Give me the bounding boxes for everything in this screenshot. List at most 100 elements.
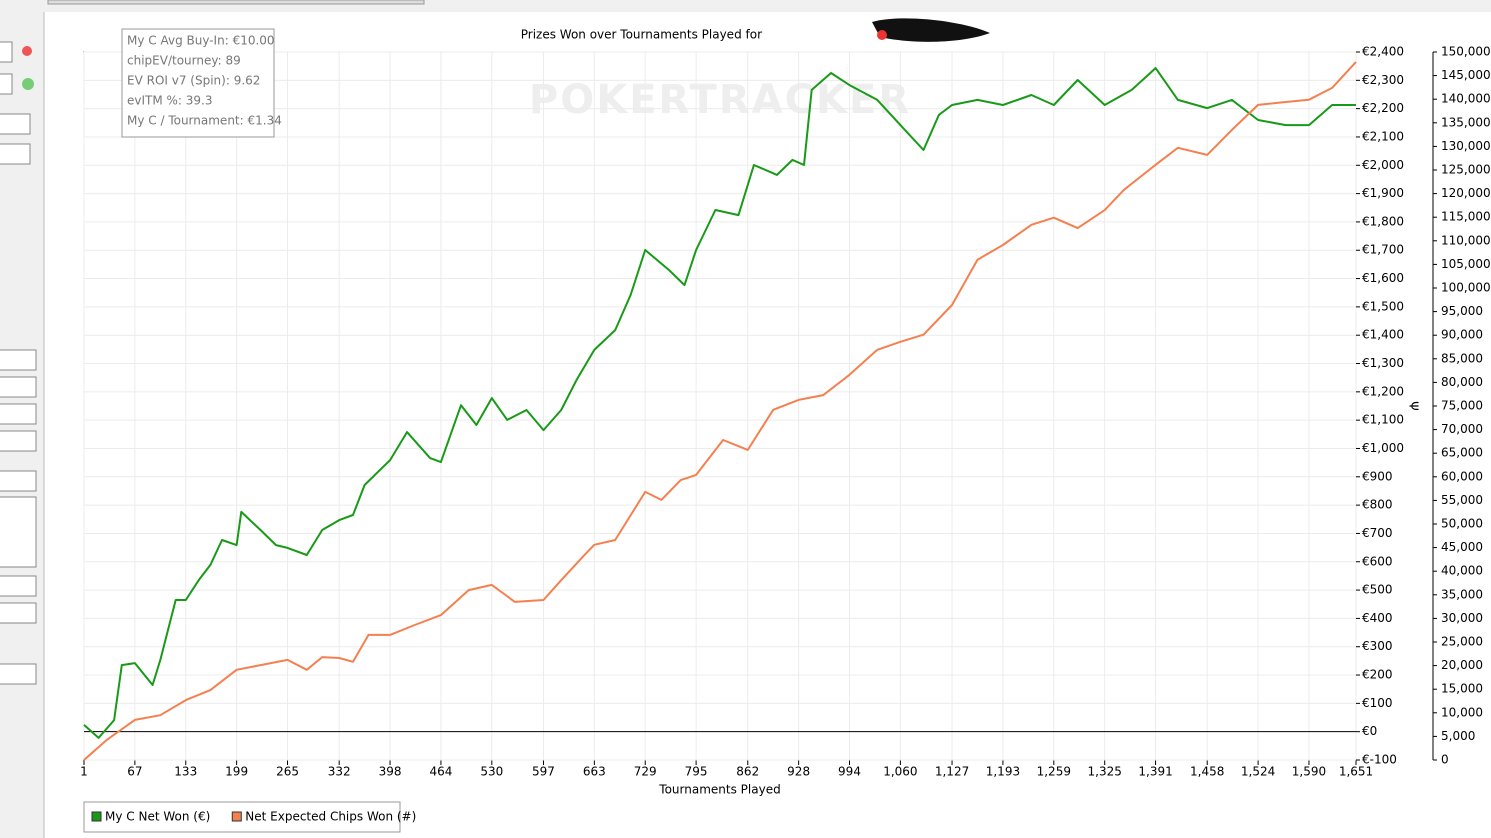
y2-tick-label: 85,000 xyxy=(1441,351,1483,365)
chart-title: Prizes Won over Tournaments Played for xyxy=(521,28,762,42)
x-tick-label: 265 xyxy=(276,765,299,779)
y2-tick-label: 65,000 xyxy=(1441,446,1483,460)
x-tick-label: 928 xyxy=(787,765,810,779)
y-tick-label: €1,300 xyxy=(1362,356,1404,370)
tooltip-lines: My C Avg Buy-In: €10.00 chipEV/tourney: 8… xyxy=(127,34,282,128)
dropdown[interactable] xyxy=(0,602,37,624)
y2-tick-label: 60,000 xyxy=(1441,469,1483,483)
x-tick-label: 1,590 xyxy=(1292,765,1326,779)
y2-tick-label: 70,000 xyxy=(1441,422,1483,436)
x-tick-label: 332 xyxy=(328,765,351,779)
y-tick-label: €600 xyxy=(1362,554,1393,568)
y2-tick-label: 40,000 xyxy=(1441,564,1483,578)
y-tick-label: €1,200 xyxy=(1362,384,1404,398)
dropdown[interactable] xyxy=(0,113,31,135)
y2-tick-label: 105,000 xyxy=(1441,257,1491,271)
y-tick-label: €400 xyxy=(1362,611,1393,625)
y2-tick-label: 135,000 xyxy=(1441,115,1491,129)
y-tick-label: €2,100 xyxy=(1362,129,1404,143)
y2-tick-label: 100,000 xyxy=(1441,281,1491,295)
y2-tick-label: 45,000 xyxy=(1441,540,1483,554)
legend-label: My C Net Won (€) xyxy=(105,810,210,824)
y2-tick-label: 130,000 xyxy=(1441,139,1491,153)
plot: 1 67 133 199 265 332 398 464 530 597 663 729 795 862 9… xyxy=(80,45,1490,779)
y2-tick-label: 110,000 xyxy=(1441,233,1491,247)
series-line xyxy=(83,61,1357,761)
x-tick-label: 729 xyxy=(634,765,657,779)
dropdown[interactable] xyxy=(0,349,37,371)
x-tick-label: 663 xyxy=(583,765,606,779)
y-tick-label: €2,000 xyxy=(1362,158,1404,172)
legend-label: Net Expected Chips Won (#) xyxy=(245,810,416,824)
legend-swatch xyxy=(91,811,102,822)
y2-tick-label: 95,000 xyxy=(1441,304,1483,318)
y2-tick-label: 55,000 xyxy=(1441,493,1483,507)
tooltip-line: My C / Tournament: €1.34 xyxy=(127,114,282,128)
y-tick-label: €900 xyxy=(1362,469,1393,483)
y-tick-label: €700 xyxy=(1362,526,1393,540)
x-tick-label: 1,060 xyxy=(883,765,917,779)
y-tick-label: €2,300 xyxy=(1362,73,1404,87)
y-tick-label: €0 xyxy=(1362,724,1377,738)
x-tick-label: 994 xyxy=(838,765,861,779)
y2-tick-label: 80,000 xyxy=(1441,375,1483,389)
y-tick-label: €1,000 xyxy=(1362,441,1404,455)
x-tick-label: 1,259 xyxy=(1037,765,1071,779)
dropdown[interactable] xyxy=(0,470,37,492)
watermark: POKERTRACKER xyxy=(529,77,911,123)
y2-tick-label: 75,000 xyxy=(1441,399,1483,413)
x-tick-label: 67 xyxy=(127,765,142,779)
redaction xyxy=(872,18,990,42)
plot-area xyxy=(83,51,1357,761)
tooltip-line: chipEV/tourney: 89 xyxy=(127,54,241,68)
tab[interactable] xyxy=(47,0,425,5)
dropdown[interactable] xyxy=(0,41,13,63)
y-tick-label: €-100 xyxy=(1362,753,1397,767)
status-icon xyxy=(22,78,34,90)
y2-tick-label: 140,000 xyxy=(1441,92,1491,106)
tooltip-line: EV ROI v7 (Spin): 9.62 xyxy=(127,74,260,88)
y-tick-label: €2,400 xyxy=(1362,45,1404,59)
dropdown[interactable] xyxy=(0,376,37,398)
legend xyxy=(83,801,401,833)
site-icon xyxy=(877,30,887,40)
y2-tick-label: 145,000 xyxy=(1441,68,1491,82)
y-tick-label: €1,100 xyxy=(1362,413,1404,427)
tooltip-line: evITM %: 39.3 xyxy=(127,94,213,108)
y-tick-label: €300 xyxy=(1362,639,1393,653)
x-tick-label: 597 xyxy=(532,765,555,779)
y2-tick-label: 125,000 xyxy=(1441,163,1491,177)
y2-tick-label: 5,000 xyxy=(1441,729,1475,743)
y2-tick-label: 50,000 xyxy=(1441,517,1483,531)
y-tick-label: €500 xyxy=(1362,583,1393,597)
x-tick-label: 1,651 xyxy=(1339,765,1373,779)
y-tick-label: €1,600 xyxy=(1362,271,1404,285)
y2-tick-label: 15,000 xyxy=(1441,682,1483,696)
dropdown[interactable] xyxy=(0,403,37,425)
dropdown[interactable] xyxy=(0,663,37,685)
y2-tick-label: 150,000 xyxy=(1441,45,1491,59)
legend-swatch xyxy=(231,811,242,822)
y-tick-label: €200 xyxy=(1362,668,1393,682)
x-tick-label: 464 xyxy=(429,765,452,779)
dropdown[interactable] xyxy=(0,73,13,95)
y-tick-label: €100 xyxy=(1362,696,1393,710)
x-tick-label: 862 xyxy=(736,765,759,779)
y-tick-label: €1,800 xyxy=(1362,214,1404,228)
x-tick-label: 1,524 xyxy=(1241,765,1275,779)
dropdown[interactable] xyxy=(0,430,37,452)
x-tick-label: 1,325 xyxy=(1088,765,1122,779)
dropdown[interactable] xyxy=(0,143,31,165)
x-tick-label: 1,458 xyxy=(1190,765,1224,779)
y2-tick-label: 30,000 xyxy=(1441,611,1483,625)
x-tick-label: 199 xyxy=(225,765,248,779)
x-tick-label: 795 xyxy=(685,765,708,779)
y-tick-label: €1,900 xyxy=(1362,186,1404,200)
dropdown[interactable] xyxy=(0,575,37,597)
x-tick-label: 1,391 xyxy=(1138,765,1172,779)
list-box[interactable] xyxy=(0,496,37,568)
y-tick-label: €800 xyxy=(1362,498,1393,512)
y2-tick-label: 10,000 xyxy=(1441,705,1483,719)
stats-tooltip xyxy=(121,28,275,138)
x-tick-label: 398 xyxy=(379,765,402,779)
